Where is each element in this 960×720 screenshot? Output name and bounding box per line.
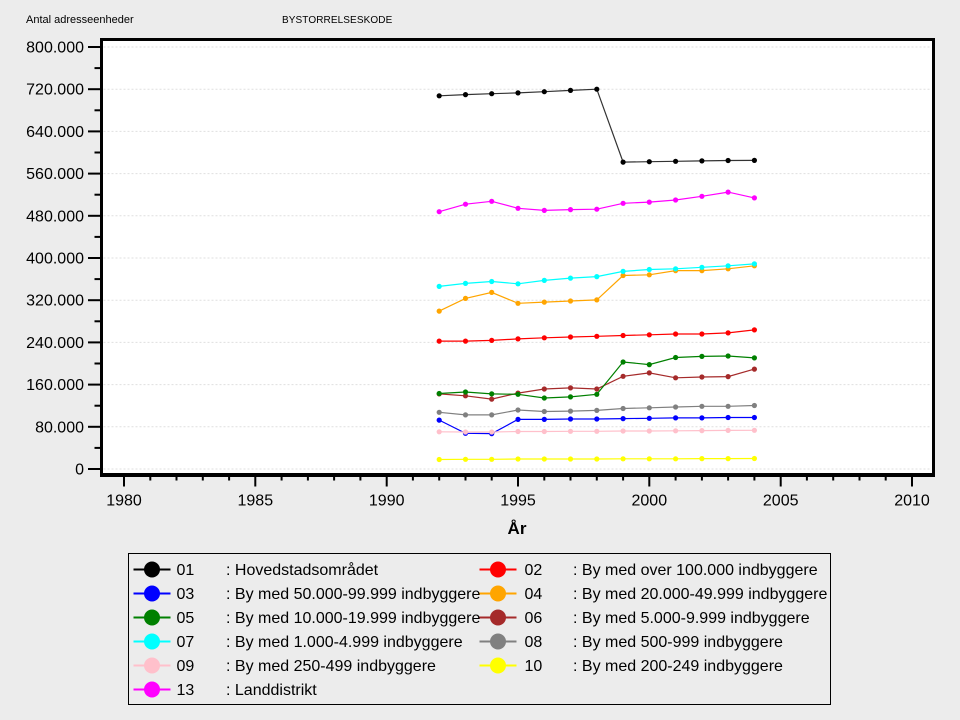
svg-text:: By med 250-499 indbyggere: : By med 250-499 indbyggere	[226, 658, 436, 675]
svg-text:800.000: 800.000	[26, 40, 84, 57]
svg-text:160.000: 160.000	[26, 377, 84, 394]
svg-text:04: 04	[525, 586, 543, 603]
svg-text:År: År	[508, 519, 527, 538]
svg-text:1980: 1980	[106, 493, 142, 510]
svg-text:640.000: 640.000	[26, 124, 84, 141]
svg-text:06: 06	[525, 610, 543, 627]
svg-text:: Hovedstadsområdet: : Hovedstadsområdet	[226, 561, 379, 579]
svg-text:01: 01	[177, 562, 195, 579]
svg-text:: By med 20.000-49.999 indbygg: : By med 20.000-49.999 indbyggere	[573, 586, 828, 603]
svg-text:: By med 1.000-4.999 indbygger: : By med 1.000-4.999 indbyggere	[226, 634, 463, 651]
svg-text:07: 07	[177, 634, 195, 651]
svg-text:: By med 50.000-99.999 indbygg: : By med 50.000-99.999 indbyggere	[226, 586, 481, 603]
svg-text:: By med 5.000-9.999 indbygger: : By med 5.000-9.999 indbyggere	[573, 610, 810, 627]
svg-text:: By med 10.000-19.999 indbygg: : By med 10.000-19.999 indbyggere	[226, 610, 481, 627]
svg-text:0: 0	[75, 462, 84, 479]
svg-text:02: 02	[525, 562, 543, 579]
svg-text:: By med over 100.000 indbygge: : By med over 100.000 indbyggere	[573, 562, 818, 579]
svg-text:240.000: 240.000	[26, 335, 84, 352]
svg-text:2005: 2005	[763, 493, 799, 510]
svg-text:480.000: 480.000	[26, 208, 84, 225]
svg-text:10: 10	[525, 658, 543, 675]
svg-text:BYSTORRELSESKODE: BYSTORRELSESKODE	[282, 15, 393, 26]
svg-text:Antal adresseenheder: Antal adresseenheder	[26, 14, 134, 26]
svg-text:: By med 200-249 indbyggere: : By med 200-249 indbyggere	[573, 658, 783, 675]
svg-text:03: 03	[177, 586, 195, 603]
svg-text:1985: 1985	[238, 493, 274, 510]
svg-text:2000: 2000	[632, 493, 668, 510]
svg-text:1990: 1990	[369, 493, 405, 510]
svg-text:: By med 500-999 indbyggere: : By med 500-999 indbyggere	[573, 634, 783, 651]
svg-text:400.000: 400.000	[26, 251, 84, 268]
svg-text:08: 08	[525, 634, 543, 651]
svg-text:: Landdistrikt: : Landdistrikt	[226, 682, 317, 699]
svg-text:05: 05	[177, 610, 195, 627]
svg-text:80.000: 80.000	[35, 419, 84, 436]
svg-text:720.000: 720.000	[26, 82, 84, 99]
svg-text:1995: 1995	[500, 493, 536, 510]
svg-text:320.000: 320.000	[26, 293, 84, 310]
svg-text:13: 13	[177, 682, 195, 699]
svg-text:560.000: 560.000	[26, 166, 84, 183]
svg-text:09: 09	[177, 658, 195, 675]
svg-text:2010: 2010	[894, 493, 930, 510]
